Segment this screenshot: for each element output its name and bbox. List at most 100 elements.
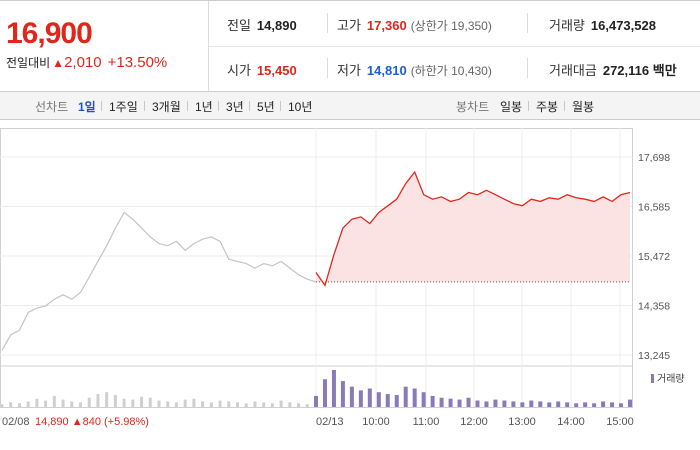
- volume-bar-prev: [236, 402, 239, 407]
- period-5y[interactable]: 5년: [257, 100, 275, 114]
- volume-bar-today: [412, 388, 417, 407]
- volume-bar-today: [529, 400, 534, 407]
- volume-bar-today: [601, 401, 606, 407]
- volume-bar-today: [439, 397, 444, 407]
- volume-bar-prev: [70, 401, 74, 407]
- x-tick-label: 12:00: [460, 416, 488, 428]
- candle-weekly[interactable]: 주봉: [536, 100, 559, 114]
- volume-bar-prev: [157, 400, 161, 407]
- period-1w[interactable]: 1주일: [109, 100, 138, 114]
- divider: [564, 101, 565, 111]
- volume-bar-prev: [35, 398, 39, 407]
- prev-close: 전일 14,890: [227, 18, 297, 33]
- candle-monthly[interactable]: 월봉: [572, 100, 595, 114]
- volume-bar-today: [565, 402, 570, 407]
- period-10y[interactable]: 10년: [288, 100, 313, 114]
- volume-bar-today: [574, 403, 579, 407]
- today-area: [316, 172, 630, 286]
- chart-toolbar: 선차트 1일 1주일 3개월 1년 3년 5년 10년 봉차트 일봉 주봉 월봉: [0, 92, 700, 120]
- volume-bar-today: [358, 390, 363, 407]
- volume-bar-today: [547, 402, 552, 407]
- volume-bar-today: [331, 370, 336, 407]
- period-3m[interactable]: 3개월: [152, 100, 181, 114]
- volume-bar-today: [349, 386, 354, 407]
- volume-bar-prev: [201, 401, 205, 407]
- change-label: 전일대비: [6, 56, 51, 70]
- volume-bar-prev: [0, 404, 4, 407]
- x-tick-label: 02/13: [316, 416, 344, 428]
- volume-legend-label: 거래량: [657, 373, 685, 385]
- volume-bar-prev: [166, 401, 170, 407]
- y-tick-label: 17,698: [638, 152, 670, 164]
- volume-bar-today: [314, 395, 318, 407]
- open-price: 시가 15,450: [227, 63, 297, 78]
- y-tick-label: 14,358: [638, 301, 670, 313]
- divider: [327, 58, 328, 78]
- volume-bar-today: [484, 401, 489, 407]
- day-low: 저가 14,810 (하한가 10,430): [337, 63, 492, 78]
- volume-bar-today: [448, 398, 453, 407]
- volume: 거래량 16,473,528: [549, 18, 656, 33]
- stats-row-2: 시가 15,450 저가 14,810 (하한가 10,430) 거래대금 272,11…: [209, 46, 700, 91]
- volume-bar-prev: [297, 403, 301, 407]
- divider: [528, 101, 529, 111]
- trade-amount: 거래대금 272,116 백만: [549, 63, 677, 78]
- volume-bar-prev: [122, 398, 126, 407]
- period-1y[interactable]: 1년: [195, 100, 213, 114]
- volume-bar-prev: [61, 399, 65, 407]
- y-tick-label: 13,245: [638, 350, 670, 362]
- volume-bar-prev: [96, 394, 100, 407]
- divider: [527, 13, 528, 33]
- volume-bar-today: [376, 392, 381, 407]
- volume-bar-prev: [17, 403, 21, 407]
- volume-bar-prev: [79, 402, 82, 407]
- up-triangle-icon: ▲: [52, 56, 65, 70]
- divider: [187, 101, 188, 111]
- volume-bar-prev: [244, 403, 248, 407]
- today-line: [315, 170, 631, 287]
- period-3y[interactable]: 3년: [226, 100, 244, 114]
- volume-bar-today: [475, 400, 480, 407]
- prev-day-summary: 14,890 ▲840 (+5.98%): [35, 416, 149, 428]
- volume-bar-prev: [192, 398, 196, 407]
- volume-bar-prev: [105, 392, 109, 407]
- volume-bar-today: [430, 395, 435, 407]
- stats-panel: 전일 14,890 고가 17,360 (상한가 19,350) 거래량 16,473,…: [209, 1, 700, 91]
- volume-bar-today: [385, 394, 390, 407]
- volume-bar-prev: [131, 399, 135, 407]
- divider: [101, 101, 102, 111]
- x-tick-label: 11:00: [413, 416, 440, 428]
- volume-bar-today: [322, 379, 327, 407]
- volume-bar-today: [466, 397, 471, 407]
- stats-row-1: 전일 14,890 고가 17,360 (상한가 19,350) 거래량 16,473,…: [209, 1, 700, 47]
- divider: [280, 101, 281, 111]
- candle-daily[interactable]: 일봉: [500, 100, 523, 114]
- x-tick-label: 14:00: [557, 416, 585, 428]
- volume-bar-prev: [253, 401, 257, 407]
- price-change: 전일대비 ▲2,010 +13.50%: [6, 54, 167, 71]
- volume-bar-prev: [26, 401, 30, 407]
- candle-chart-label: 봉차트: [456, 100, 490, 114]
- volume-bar-prev: [9, 402, 13, 407]
- volume-bar-prev: [262, 402, 266, 407]
- current-price: 16,900: [6, 17, 93, 50]
- volume-bar-today: [556, 401, 561, 407]
- volume-bar-today: [493, 399, 498, 407]
- volume-legend-swatch: [651, 374, 654, 383]
- x-tick-label: 15:00: [606, 416, 634, 428]
- period-1d[interactable]: 1일: [78, 100, 96, 114]
- change-percent: +13.50%: [107, 54, 168, 71]
- volume-bar-prev: [87, 397, 91, 407]
- x-tick-label: 13:00: [508, 416, 536, 428]
- divider: [327, 13, 328, 33]
- volume-bar-today: [610, 402, 615, 407]
- volume-bar-prev: [174, 402, 178, 407]
- volume-bar-prev: [279, 400, 283, 407]
- volume-bar-today: [511, 401, 516, 407]
- volume-bar-today: [619, 403, 624, 407]
- volume-bar-prev: [288, 402, 292, 407]
- divider: [218, 101, 219, 111]
- y-tick-label: 15,472: [638, 251, 670, 263]
- y-tick-label: 16,585: [638, 202, 670, 214]
- volume-bar-today: [583, 402, 588, 407]
